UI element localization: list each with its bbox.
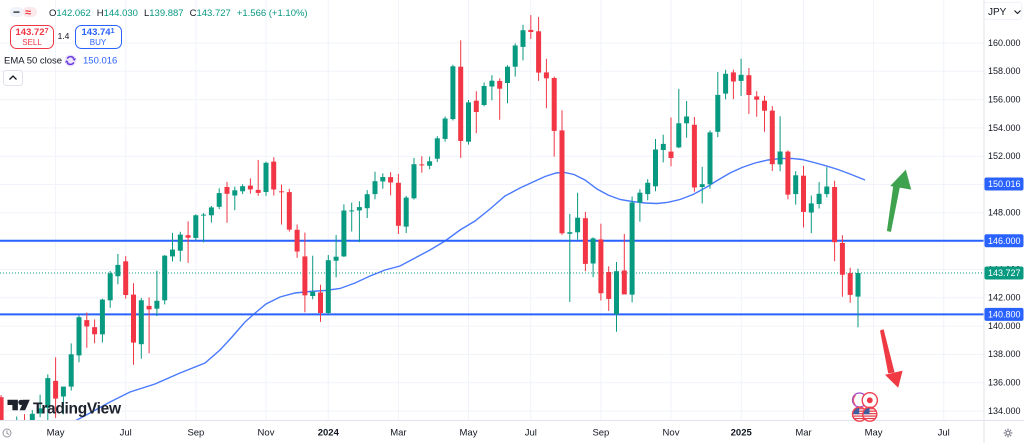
svg-text:154.000: 154.000 (988, 123, 1021, 133)
svg-text:146.000: 146.000 (988, 236, 1021, 246)
svg-text:143.741: 143.741 (82, 27, 115, 38)
svg-text:150.016: 150.016 (83, 56, 117, 67)
svg-text:2024: 2024 (318, 428, 340, 439)
svg-text:JPY: JPY (988, 7, 1007, 18)
svg-text:Mar: Mar (390, 428, 406, 439)
svg-text:143.727: 143.727 (988, 268, 1021, 278)
svg-text:134.000: 134.000 (988, 406, 1021, 416)
svg-text:2025: 2025 (731, 428, 753, 439)
svg-text:136.000: 136.000 (988, 378, 1021, 388)
svg-text:May: May (460, 428, 478, 439)
svg-text:EMA 50 close: EMA 50 close (4, 56, 62, 67)
svg-text:150.016: 150.016 (988, 179, 1021, 189)
svg-text:152.000: 152.000 (988, 151, 1021, 161)
svg-text:Sep: Sep (187, 428, 204, 439)
svg-text:May: May (865, 428, 883, 439)
svg-text:May: May (47, 428, 65, 439)
svg-text:≈: ≈ (25, 7, 31, 19)
svg-text:158.000: 158.000 (988, 66, 1021, 76)
svg-text:Nov: Nov (258, 428, 275, 439)
svg-text:Mar: Mar (795, 428, 811, 439)
svg-text:Sep: Sep (592, 428, 609, 439)
svg-text:160.000: 160.000 (988, 38, 1021, 48)
svg-text:148.000: 148.000 (988, 208, 1021, 218)
svg-text:SELL: SELL (22, 38, 42, 47)
svg-text:TradingView: TradingView (33, 401, 122, 418)
svg-text:140.800: 140.800 (988, 310, 1021, 320)
svg-text:Nov: Nov (663, 428, 680, 439)
svg-text:142.000: 142.000 (988, 293, 1021, 303)
svg-text:143.727: 143.727 (16, 27, 49, 38)
svg-text:Jul: Jul (938, 428, 950, 439)
svg-text:156.000: 156.000 (988, 95, 1021, 105)
svg-text:BUY: BUY (90, 38, 107, 47)
svg-text:140.000: 140.000 (988, 321, 1021, 331)
svg-text:Jul: Jul (525, 428, 537, 439)
svg-text:Jul: Jul (120, 428, 132, 439)
svg-text:138.000: 138.000 (988, 349, 1021, 359)
svg-text:1.4: 1.4 (58, 31, 70, 41)
